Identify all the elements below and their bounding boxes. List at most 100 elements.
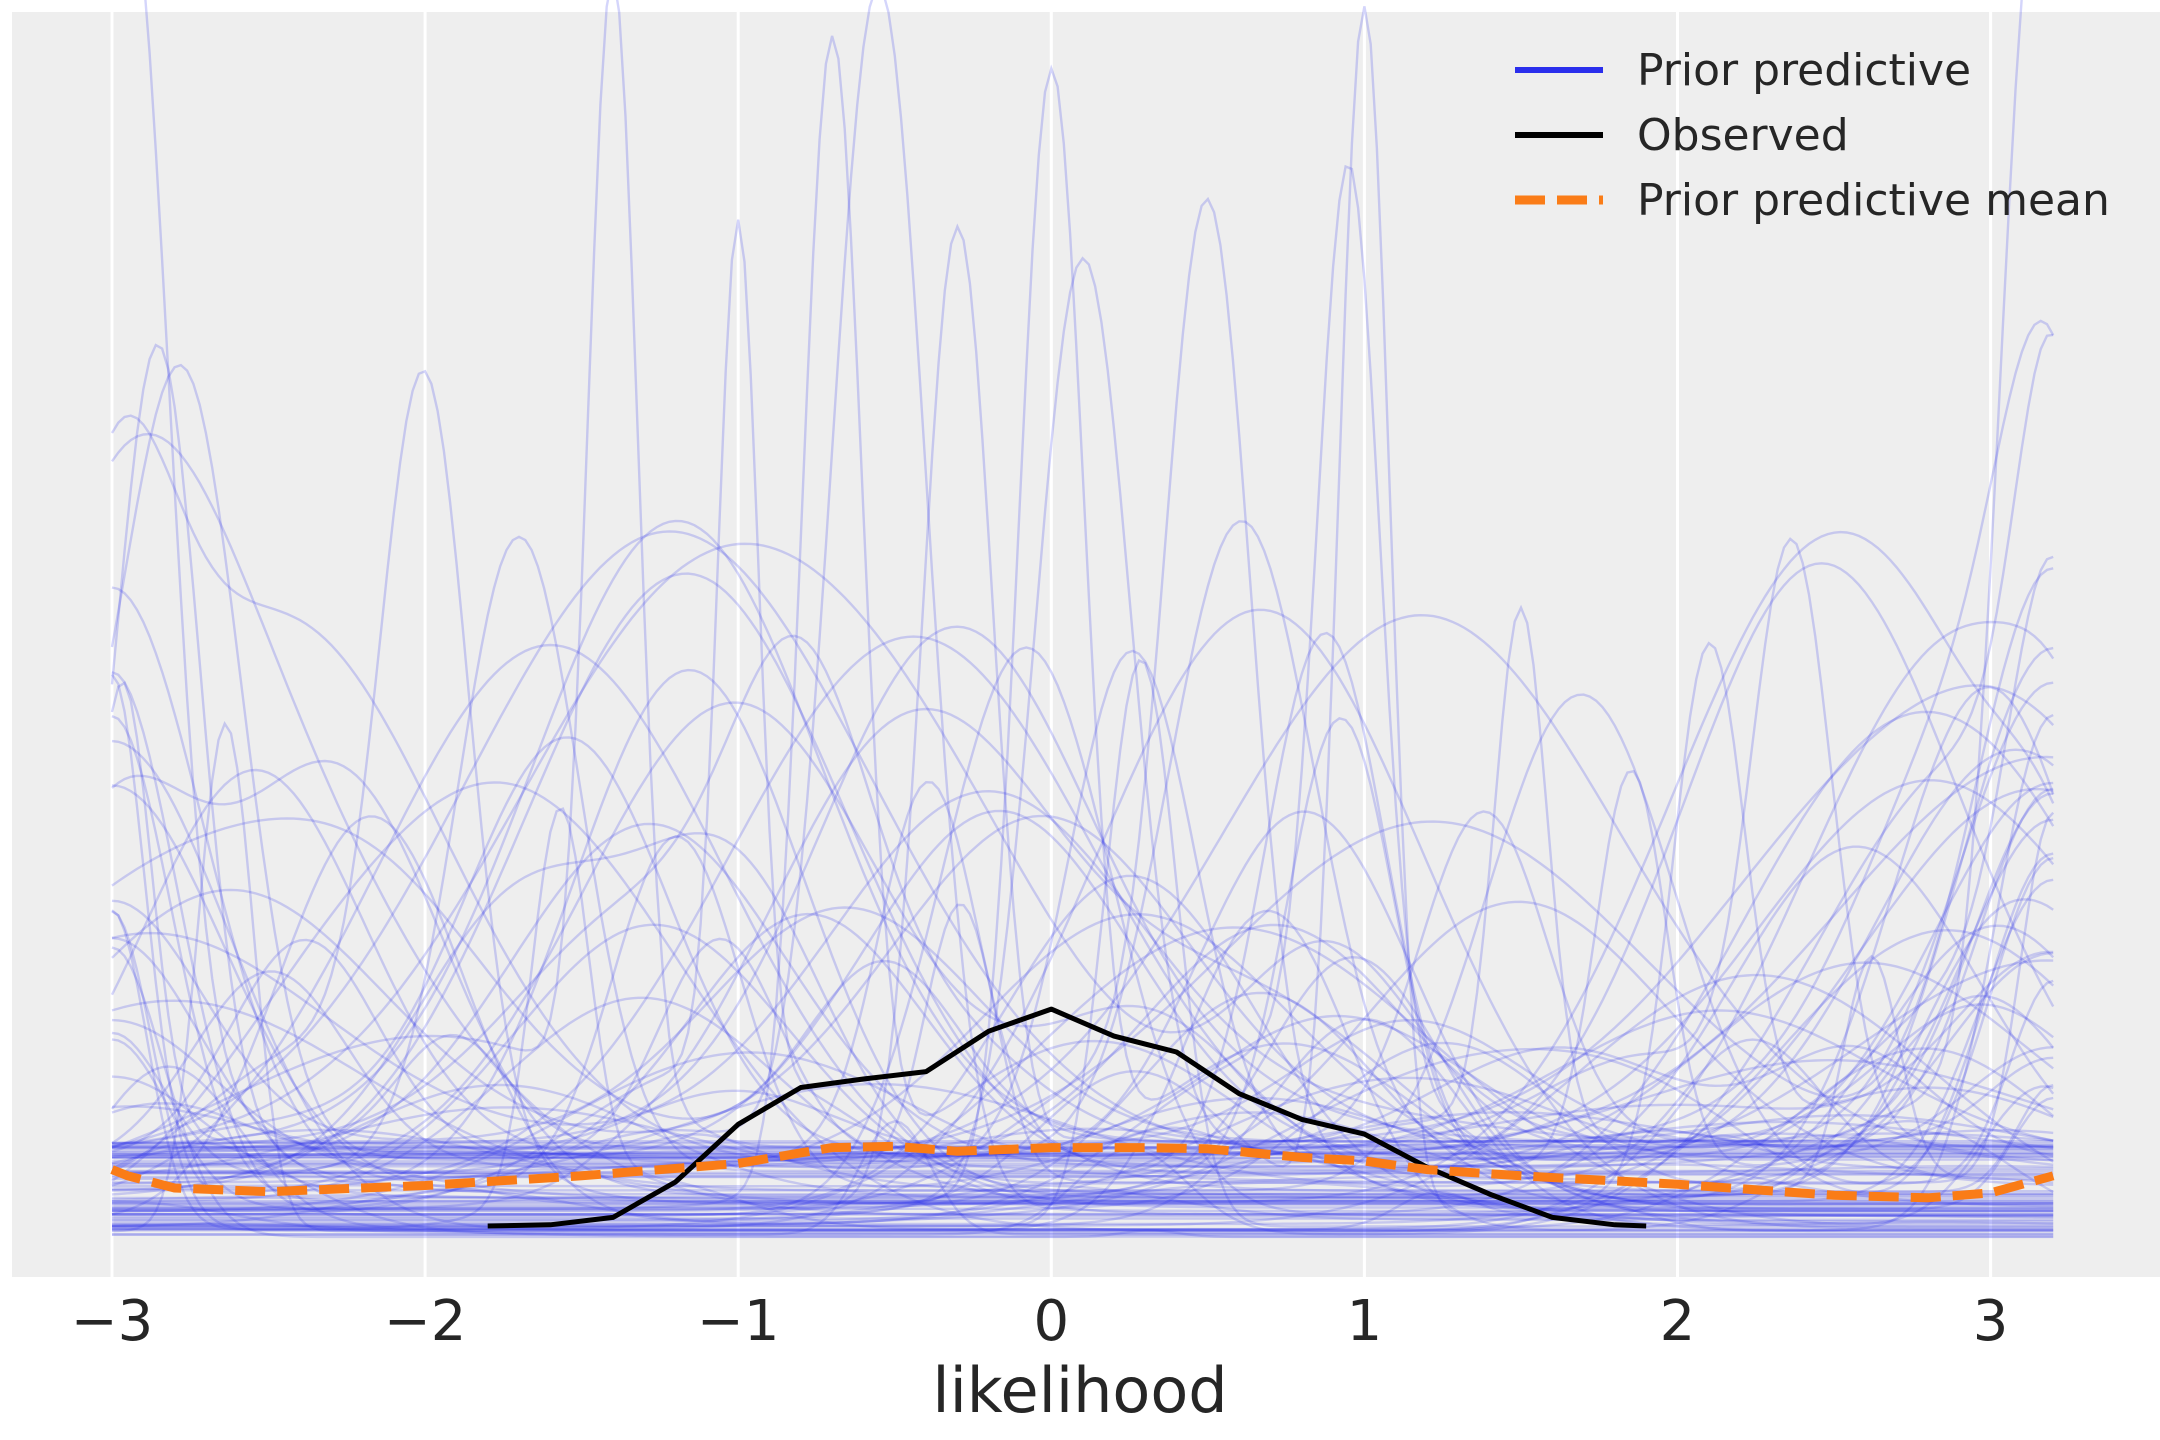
prior-predictive-line bbox=[110, 681, 2054, 1143]
prior-predictive-line bbox=[112, 1147, 2054, 1154]
prior-predictive-line bbox=[110, 646, 2054, 1197]
x-tick-label: −2 bbox=[384, 1289, 467, 1354]
prior-predictive-line bbox=[112, 1187, 2054, 1205]
prior-predictive-line bbox=[111, 649, 2054, 1170]
prior-predictive-line bbox=[111, 319, 2055, 1144]
prior-predictive-line bbox=[111, 759, 2054, 1197]
prior-predictive-line bbox=[112, 900, 2054, 1188]
prior-predictive-line bbox=[112, 164, 2054, 1226]
prior-predictive-line bbox=[112, 1214, 2054, 1220]
prior-predictive-line bbox=[112, 1181, 2054, 1228]
legend-label-prior-predictive: Prior predictive bbox=[1637, 45, 1971, 96]
prior-predictive-line bbox=[112, 223, 2054, 1218]
prior-predictive-line bbox=[111, 928, 2055, 1234]
prior-predictive-line bbox=[111, 769, 2054, 1169]
prior-predictive-line bbox=[112, 604, 2054, 1209]
x-tick-label: 1 bbox=[1347, 1289, 1383, 1354]
prior-predictive-line bbox=[112, 991, 2054, 1210]
legend: Prior predictive Observed Prior predicti… bbox=[1515, 45, 2110, 226]
prior-predictive-line bbox=[111, 810, 2054, 1213]
prior-predictive-line bbox=[111, 1009, 2054, 1158]
prior-predictive-line bbox=[112, 780, 2054, 1160]
prior-predictive-line bbox=[112, 779, 2055, 1156]
prior-predictive-line bbox=[112, 961, 2054, 1173]
prior-predictive-line bbox=[111, 946, 2054, 1239]
prior-predictive-line bbox=[111, 646, 2054, 1217]
prior-predictive-line bbox=[112, 520, 2054, 1158]
legend-label-prior-predictive-mean: Prior predictive mean bbox=[1637, 175, 2110, 226]
prior-predictive-line bbox=[111, 693, 2054, 1192]
prior-predictive-line bbox=[112, 748, 2054, 1168]
prior-predictive-line bbox=[112, 530, 2055, 1204]
prior-predictive-line bbox=[112, 1184, 2054, 1221]
prior-predictive-line bbox=[111, 0, 2054, 1195]
prior-predictive-line bbox=[111, 567, 2054, 1160]
prior-predictive-line bbox=[112, 625, 2054, 1144]
prior-predictive-line bbox=[144, 0, 2054, 1201]
prior-predictive-line bbox=[111, 814, 2054, 1149]
x-tick-label: −1 bbox=[697, 1289, 780, 1354]
prior-predictive-line bbox=[110, 363, 2054, 1161]
prior-predictive-line bbox=[112, 562, 2055, 1190]
prior-predictive-line bbox=[112, 519, 2054, 1145]
prior-predictive-line bbox=[111, 739, 2054, 1231]
prior-predictive-line bbox=[112, 535, 2054, 1173]
prior-predictive-line bbox=[112, 256, 2054, 1223]
prior-predictive-line bbox=[112, 924, 2055, 1210]
prior-predictive-line bbox=[112, 1147, 2054, 1236]
prior-predictive-line bbox=[112, 196, 2054, 1212]
prior-predictive-line bbox=[111, 736, 2054, 1158]
prior-predictive-line bbox=[111, 542, 2054, 1152]
prior-predictive-line bbox=[112, 710, 2055, 1216]
prior-predictive-line bbox=[112, 1120, 2054, 1166]
prior-predictive-line bbox=[112, 852, 2054, 1229]
prior-predictive-line bbox=[111, 620, 2055, 1231]
prior-predictive-line bbox=[112, 0, 2023, 1216]
legend-label-observed: Observed bbox=[1637, 110, 1849, 161]
prior-predictive-line bbox=[112, 6, 2054, 1216]
prior-predictive-line bbox=[111, 787, 2054, 1199]
x-tick-label: 0 bbox=[1033, 1289, 1069, 1354]
prior-predictive-line bbox=[111, 1223, 2054, 1238]
prior-predictive-line bbox=[112, 874, 2054, 1212]
prior-predictive-line bbox=[110, 414, 2054, 1165]
prior-predictive-line bbox=[111, 878, 2054, 1203]
prior-predictive-line bbox=[111, 1128, 2054, 1206]
prior-predictive-line bbox=[112, 951, 2054, 1184]
prior-predictive-line bbox=[111, 631, 2054, 1176]
prior-predictive-line bbox=[111, 789, 2054, 1148]
x-gridlines bbox=[110, 12, 1993, 1277]
prior-predictive-line bbox=[112, 658, 2054, 1228]
prior-predictive-line bbox=[112, 973, 2054, 1227]
prior-predictive-line bbox=[111, 832, 2054, 1185]
prior-predictive-line bbox=[112, 35, 2054, 1211]
prior-predictive-line bbox=[112, 807, 2054, 1231]
x-axis-label: likelihood bbox=[932, 1354, 1227, 1427]
plot-background bbox=[12, 12, 2160, 1277]
prior-predictive-line bbox=[111, 910, 2054, 1232]
prior-predictive-line bbox=[111, 811, 2055, 1184]
prior-predictive-line bbox=[111, 781, 2054, 1233]
prior-predictive-line bbox=[112, 634, 2054, 1147]
prior-predictive-line bbox=[111, 937, 2054, 1160]
prior-predictive-line bbox=[112, 641, 2054, 1226]
prior-predictive-line bbox=[112, 0, 2054, 1213]
prior-predictive-line bbox=[112, 926, 2054, 1230]
prior-predictive-line bbox=[112, 912, 2054, 1175]
prior-predictive-line bbox=[111, 701, 2054, 1181]
observed-line bbox=[487, 1006, 1647, 1229]
prior-predictive-line bbox=[112, 1018, 2054, 1228]
prior-predictive-line bbox=[111, 787, 2054, 1159]
x-tick-label: 3 bbox=[1973, 1289, 2009, 1354]
prior-predictive-line bbox=[111, 707, 2054, 1211]
prior-predictive-line bbox=[111, 432, 2054, 1217]
prior-predictive-line bbox=[111, 1149, 2054, 1155]
prior-predictive-mean-line bbox=[110, 1141, 2055, 1203]
series-lines bbox=[110, 1006, 2055, 1229]
prior-predictive-line bbox=[112, 1164, 2054, 1174]
x-tick-label: −3 bbox=[71, 1289, 154, 1354]
prior-predictive-line bbox=[112, 608, 2054, 1231]
prior-predictive-line bbox=[111, 720, 2054, 1233]
prior-predictive-line bbox=[112, 1132, 2054, 1163]
